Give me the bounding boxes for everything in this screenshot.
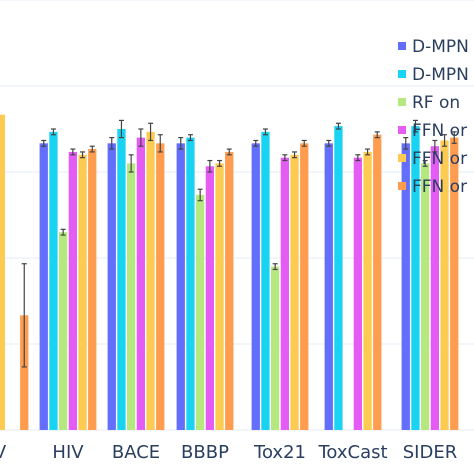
- legend-label: D-MPN: [412, 65, 469, 85]
- bar-toxcast-s5: [373, 134, 382, 430]
- bar-bbbp-s4: [215, 163, 224, 430]
- legend-label: FFN or: [412, 149, 467, 169]
- bar-bace-s2: [127, 163, 136, 430]
- legend-swatch: [398, 154, 406, 162]
- bar-toxcast-s4: [363, 151, 372, 430]
- bar-bbbp-s1: [186, 137, 195, 430]
- legend-swatch: [398, 182, 406, 190]
- bar-tox21-s0: [251, 143, 260, 431]
- bar-tox21-s5: [300, 143, 309, 431]
- x-tick-bbbp: BBBP: [181, 442, 229, 463]
- bar-hiv-s3: [68, 151, 77, 430]
- bar-hiv-s2: [59, 232, 68, 430]
- legend-label: FFN or: [412, 121, 467, 141]
- x-tick-hiv: HIV: [52, 442, 84, 463]
- bar-bbbp-s0: [176, 143, 185, 431]
- x-tick-sider: SIDER: [403, 442, 457, 463]
- bar-bace-s5: [156, 143, 165, 431]
- bar-hiv-s1: [49, 131, 58, 430]
- bar-sider-s5: [450, 137, 459, 430]
- bar-v-s5: [20, 315, 29, 430]
- x-tick-toxcast: ToxCast: [317, 442, 387, 463]
- bar-tox21-s2: [271, 266, 280, 430]
- bar-hiv-s4: [78, 154, 87, 431]
- bar-v-partial: [0, 114, 5, 431]
- bar-sider-s0: [401, 143, 410, 431]
- x-tick-tox21: Tox21: [253, 442, 306, 463]
- bar-tox21-s4: [290, 154, 299, 431]
- bars: [0, 114, 459, 431]
- legend: D-MPN D-MPN RF on FFN or FFN or FFN or: [398, 37, 469, 197]
- legend-label: RF on: [412, 93, 460, 113]
- bar-tox21-s3: [280, 157, 289, 430]
- bar-toxcast-s3: [353, 157, 362, 430]
- x-tick-bace: BACE: [112, 442, 160, 463]
- x-tick-v: V: [0, 442, 7, 463]
- bar-bace-s3: [136, 137, 145, 430]
- error-bars: [21, 119, 457, 368]
- legend-swatch: [398, 42, 406, 50]
- bar-sider-s1: [411, 126, 420, 430]
- bar-toxcast-s1: [334, 126, 343, 430]
- bar-bbbp-s5: [225, 151, 234, 430]
- bar-tox21-s1: [261, 131, 270, 430]
- bar-bace-s4: [146, 131, 155, 430]
- bar-sider-s4: [440, 140, 449, 430]
- bar-bbbp-s3: [205, 166, 214, 430]
- bar-toxcast-s0: [324, 143, 333, 431]
- x-tick-labels: V HIV BACE BBBP Tox21 ToxCast SIDER: [0, 442, 457, 463]
- legend-label: FFN or: [412, 177, 467, 197]
- bar-hiv-s5: [88, 149, 97, 431]
- bar-sider-s3: [430, 146, 439, 430]
- bar-hiv-s0: [39, 143, 48, 431]
- legend-label: D-MPN: [412, 37, 469, 57]
- bar-bbbp-s2: [196, 194, 205, 430]
- legend-swatch: [398, 70, 406, 78]
- bar-sider-s2: [421, 163, 430, 430]
- legend-swatch: [398, 98, 406, 106]
- legend-swatch: [398, 126, 406, 134]
- bar-bace-s1: [117, 129, 126, 430]
- bar-bace-s0: [107, 143, 116, 431]
